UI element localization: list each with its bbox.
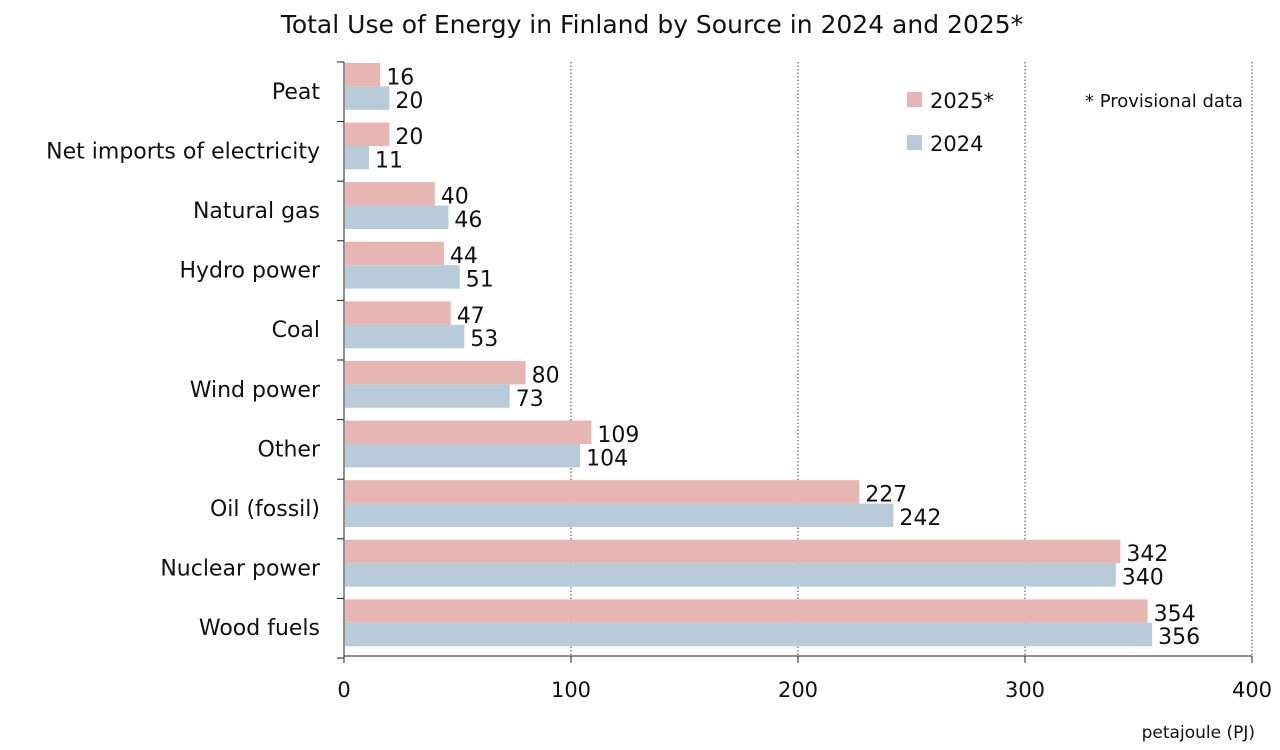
bar-other-2025 [345, 420, 592, 444]
category-label-peat: Peat [272, 80, 320, 105]
bar-coal-2024 [345, 324, 465, 349]
bar-hydro-power-2024 [345, 265, 460, 289]
bar-oil-fossil-2024 [345, 503, 894, 527]
category-label-coal: Coal [272, 318, 320, 343]
legend-label-2024: 2024 [930, 132, 983, 156]
bar-peat-2025 [345, 63, 381, 87]
bar-nuclear-power-2024 [345, 563, 1116, 587]
value-label-net-imports-of-electricity-2025: 20 [395, 125, 423, 150]
value-label-hydro-power-2025: 44 [450, 244, 478, 269]
x-tick-label-400: 400 [1232, 678, 1272, 702]
x-tick-label-0: 0 [337, 678, 350, 702]
x-tick-label-200: 200 [778, 678, 818, 702]
value-label-other-2025: 109 [597, 423, 639, 448]
value-label-wood-fuels-2024: 356 [1158, 625, 1200, 650]
bar-wood-fuels-2025 [345, 599, 1148, 623]
value-label-coal-2024: 53 [470, 327, 498, 352]
value-label-natural-gas-2025: 40 [441, 185, 469, 210]
value-label-net-imports-of-electricity-2024: 11 [375, 148, 403, 173]
category-label-natural-gas: Natural gas [193, 199, 320, 224]
value-label-natural-gas-2024: 46 [454, 208, 482, 233]
value-label-peat-2025: 16 [386, 65, 414, 90]
bar-oil-fossil-2025 [345, 480, 860, 504]
bar-wind-power-2025 [345, 361, 526, 385]
chart-title: Total Use of Energy in Finland by Source… [280, 10, 1023, 39]
value-label-hydro-power-2024: 51 [466, 268, 494, 293]
category-label-wood-fuels: Wood fuels [199, 616, 320, 641]
bar-wood-fuels-2024 [345, 622, 1153, 647]
bar-hydro-power-2025 [345, 241, 444, 266]
bar-natural-gas-2025 [345, 182, 435, 206]
value-label-wind-power-2025: 80 [532, 363, 560, 388]
bar-natural-gas-2024 [345, 205, 449, 229]
x-axis-unit-label: petajoule (PJ) [1142, 723, 1255, 743]
value-label-oil-fossil-2025: 227 [865, 483, 907, 508]
bar-wind-power-2024 [345, 384, 510, 408]
bar-other-2024 [345, 444, 581, 468]
x-tick-label-100: 100 [551, 678, 591, 702]
bars-group: 1620201140464451475380731091042272423423… [345, 63, 1200, 650]
value-label-oil-fossil-2024: 242 [899, 506, 941, 531]
bar-net-imports-of-electricity-2025 [345, 122, 390, 146]
value-label-nuclear-power-2025: 342 [1126, 542, 1168, 567]
legend-swatch-2024 [907, 135, 922, 150]
value-label-wind-power-2024: 73 [516, 387, 544, 412]
value-label-nuclear-power-2024: 340 [1122, 566, 1164, 591]
bar-nuclear-power-2025 [345, 539, 1121, 564]
value-label-coal-2025: 47 [457, 304, 485, 329]
bar-coal-2025 [345, 301, 451, 325]
category-label-net-imports-of-electricity: Net imports of electricity [46, 139, 320, 164]
category-label-other: Other [258, 437, 321, 462]
legend: 2025* 2024 [907, 89, 994, 156]
value-label-peat-2024: 20 [395, 89, 423, 114]
value-label-wood-fuels-2025: 354 [1154, 602, 1196, 627]
category-label-hydro-power: Hydro power [179, 259, 320, 284]
axes: 0 100 200 300 400 Peat Net imports of electric… [46, 61, 1272, 702]
category-label-nuclear-power: Nuclear power [160, 557, 321, 582]
bar-peat-2024 [345, 86, 390, 110]
provisional-note: * Provisional data [1085, 91, 1243, 112]
bar-net-imports-of-electricity-2024 [345, 146, 369, 170]
legend-swatch-2025 [907, 92, 922, 107]
category-label-wind-power: Wind power [190, 378, 321, 403]
category-label-oil-fossil: Oil (fossil) [210, 497, 320, 522]
x-tick-label-300: 300 [1005, 678, 1045, 702]
value-label-other-2024: 104 [586, 446, 628, 471]
legend-label-2025: 2025* [930, 89, 994, 113]
